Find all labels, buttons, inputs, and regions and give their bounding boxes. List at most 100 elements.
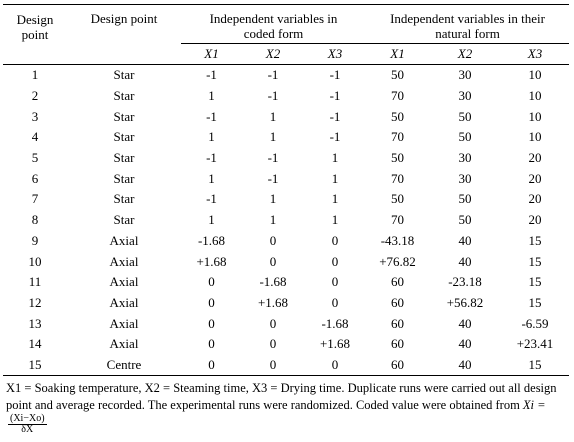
cell-natural-x2: 30 <box>458 88 472 104</box>
cell-design-type: Centre <box>106 356 142 372</box>
cell-natural-x2: 30 <box>458 67 472 83</box>
cell-natural-x2: 40 <box>458 253 472 269</box>
cell-design-point: 2 <box>31 88 39 104</box>
cell-natural-x2: 40 <box>458 232 472 248</box>
formula-denominator: δX <box>21 424 34 435</box>
cell-natural-x2: 40 <box>458 336 472 352</box>
cell-natural-x1: 60 <box>391 356 404 372</box>
table-row: 10 Axial +1.68 0 0 +76.82 40 15 <box>3 251 569 272</box>
cell-natural-x3: 10 <box>528 108 542 124</box>
header-design-point-number: Design point <box>16 11 54 42</box>
cell-coded-x1: -1 <box>206 108 217 124</box>
cell-natural-x1: -43.18 <box>380 232 415 248</box>
cell-natural-x2: 50 <box>458 191 472 207</box>
cell-natural-x1: 60 <box>391 274 404 290</box>
cell-coded-x2: 1 <box>269 191 277 207</box>
subheader-natural-x3: X3 <box>501 44 569 65</box>
cell-design-type: Star <box>113 212 135 228</box>
cell-natural-x3: 15 <box>528 232 542 248</box>
cell-design-point: 9 <box>31 232 39 248</box>
table-row: 7 Star -1 1 1 50 50 20 <box>3 189 569 210</box>
cell-natural-x1: 50 <box>391 150 404 166</box>
cell-design-type: Star <box>113 150 135 166</box>
cell-coded-x2: +1.68 <box>257 294 289 310</box>
cell-coded-x3: 1 <box>331 170 339 186</box>
cell-coded-x2: -1 <box>267 150 279 166</box>
cell-coded-x2: -1 <box>267 170 279 186</box>
cell-natural-x2: 40 <box>458 315 472 331</box>
subheader-row: X1 X2 X3 X1 X2 X3 <box>3 44 569 65</box>
header-group-coded: Independent variables in coded form <box>181 5 366 44</box>
formula-lhs: Xi = <box>522 398 546 412</box>
table-row: 13 Axial 0 0 -1.68 60 40 -6.59 <box>3 313 569 334</box>
cell-coded-x1: 0 <box>208 356 215 372</box>
cell-natural-x1: 60 <box>391 294 404 310</box>
cell-natural-x2: 50 <box>458 212 472 228</box>
formula-fraction: (Xi−Xo) δX <box>8 414 47 435</box>
cell-natural-x3: 15 <box>528 253 542 269</box>
cell-coded-x2: 0 <box>269 336 277 352</box>
cell-coded-x1: -1 <box>206 191 217 207</box>
cell-coded-x1: 1 <box>208 88 215 104</box>
cell-coded-x3: 0 <box>331 232 339 248</box>
table-row: 11 Axial 0 -1.68 0 60 -23.18 15 <box>3 272 569 293</box>
cell-coded-x2: 0 <box>269 253 277 269</box>
cell-coded-x3: 0 <box>331 274 339 290</box>
cell-coded-x3: 0 <box>331 253 339 269</box>
cell-natural-x1: +76.82 <box>379 253 416 269</box>
cell-coded-x2: -1.68 <box>259 274 287 290</box>
cell-natural-x3: 20 <box>528 170 542 186</box>
table-row: 5 Star -1 -1 1 50 30 20 <box>3 148 569 169</box>
cell-natural-x3: +23.41 <box>516 336 554 352</box>
table-row: 4 Star 1 1 -1 70 50 10 <box>3 127 569 148</box>
cell-coded-x3: 1 <box>331 150 339 166</box>
cell-design-type: Star <box>113 129 135 145</box>
cell-natural-x3: 20 <box>528 150 542 166</box>
cell-natural-x1: 60 <box>391 315 404 331</box>
subheader-coded-x1: X1 <box>181 44 242 65</box>
cell-coded-x3: 1 <box>331 212 339 228</box>
cell-design-point: 5 <box>31 150 39 166</box>
cell-design-type: Axial <box>109 336 139 352</box>
cell-coded-x3: -1 <box>329 67 341 83</box>
cell-natural-x3: 15 <box>528 274 542 290</box>
cell-natural-x3: 15 <box>528 356 542 372</box>
cell-natural-x3: 15 <box>528 294 542 310</box>
cell-design-point: 12 <box>28 294 42 310</box>
cell-natural-x3: 20 <box>528 212 542 228</box>
cell-design-point: 4 <box>31 129 39 145</box>
design-table: Design point Design point Independent va… <box>3 4 569 377</box>
cell-natural-x2: 50 <box>458 129 472 145</box>
cell-coded-x3: -1 <box>329 108 341 124</box>
table-row: 9 Axial -1.68 0 0 -43.18 40 15 <box>3 231 569 252</box>
cell-coded-x2: 1 <box>269 129 277 145</box>
cell-natural-x1: 50 <box>391 108 404 124</box>
cell-design-point: 7 <box>31 191 39 207</box>
cell-natural-x2: +56.82 <box>446 294 484 310</box>
cell-natural-x3: 10 <box>528 88 542 104</box>
cell-natural-x1: 70 <box>391 170 404 186</box>
cell-coded-x1: 0 <box>208 336 215 352</box>
cell-design-type: Star <box>113 191 135 207</box>
cell-coded-x2: 1 <box>269 212 277 228</box>
cell-design-point: 11 <box>28 274 42 290</box>
cell-coded-x1: 1 <box>208 212 215 228</box>
cell-design-type: Axial <box>109 315 139 331</box>
cell-natural-x3: 10 <box>528 129 542 145</box>
cell-natural-x3: -6.59 <box>521 315 549 331</box>
cell-coded-x1: -1 <box>206 150 217 166</box>
formula-numerator: (Xi−Xo) <box>8 413 47 425</box>
cell-coded-x1: -1 <box>206 67 217 83</box>
cell-natural-x3: 10 <box>528 67 542 83</box>
cell-coded-x2: -1 <box>267 88 279 104</box>
cell-natural-x1: 70 <box>391 129 404 145</box>
cell-coded-x1: 1 <box>208 170 215 186</box>
cell-design-type: Star <box>113 67 135 83</box>
cell-coded-x3: -1 <box>329 88 341 104</box>
subheader-coded-x2: X2 <box>242 44 304 65</box>
cell-coded-x2: -1 <box>267 67 279 83</box>
table-row: 3 Star -1 1 -1 50 50 10 <box>3 106 569 127</box>
cell-coded-x3: 0 <box>331 294 339 310</box>
cell-coded-x2: 0 <box>269 315 277 331</box>
